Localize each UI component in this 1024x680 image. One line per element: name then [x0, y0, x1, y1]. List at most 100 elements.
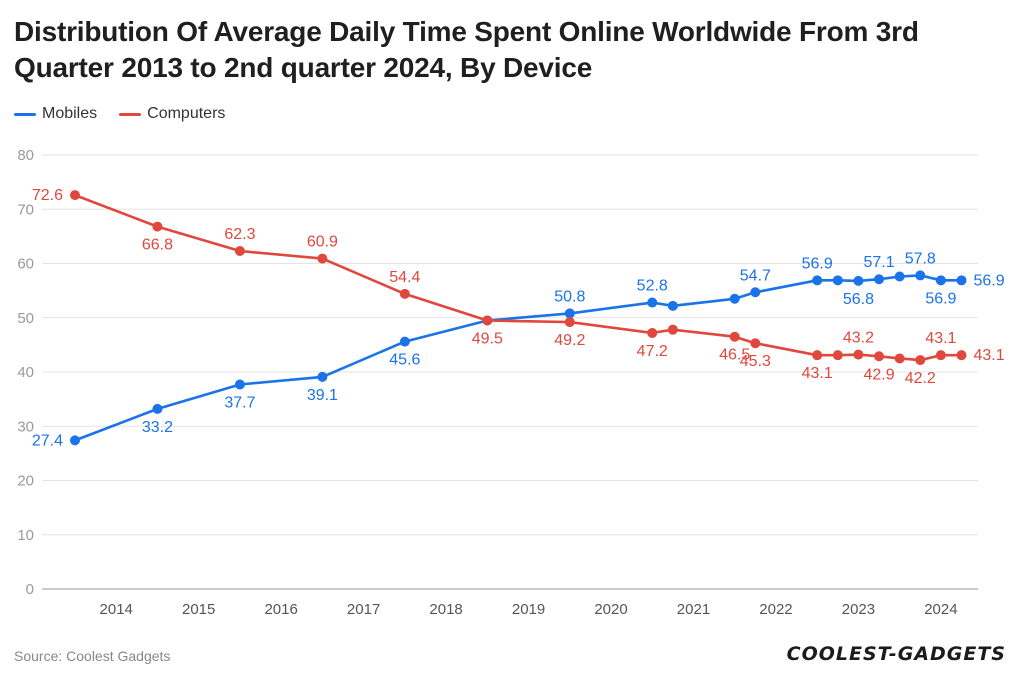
data-point-mobiles — [956, 275, 967, 286]
data-label-computers: 66.8 — [142, 237, 173, 254]
data-label-computers: 72.6 — [32, 187, 63, 204]
data-point-computers — [647, 327, 658, 338]
y-tick-label: 30 — [17, 418, 34, 435]
data-point-mobiles — [935, 275, 946, 286]
legend-item-mobiles[interactable]: Mobiles — [14, 105, 97, 123]
source-note: Source: Coolest Gadgets — [14, 648, 171, 664]
x-tick-label: 2024 — [924, 601, 957, 618]
data-point-mobiles — [152, 403, 163, 414]
x-tick-label: 2019 — [512, 601, 545, 618]
y-tick-label: 10 — [17, 527, 34, 544]
legend-swatch-mobiles — [14, 112, 36, 116]
data-label-computers: 47.2 — [637, 343, 668, 360]
legend-item-computers[interactable]: Computers — [119, 105, 225, 123]
data-label-computers: 49.2 — [554, 332, 585, 349]
data-label-mobiles: 52.8 — [637, 278, 668, 295]
data-label-mobiles: 56.9 — [802, 255, 833, 272]
data-point-computers — [234, 246, 245, 257]
data-label-computers: 54.4 — [389, 269, 420, 286]
data-label-mobiles: 39.1 — [307, 387, 338, 404]
y-tick-label: 0 — [26, 581, 34, 598]
y-tick-label: 40 — [17, 364, 34, 381]
legend-swatch-computers — [119, 112, 142, 116]
data-point-mobiles — [729, 293, 740, 304]
data-point-computers — [915, 355, 926, 366]
data-label-computers: 60.9 — [307, 234, 338, 251]
data-label-mobiles: 37.7 — [224, 394, 255, 411]
data-point-mobiles — [647, 297, 658, 308]
y-tick-label: 80 — [17, 147, 34, 164]
x-tick-label: 2016 — [264, 601, 297, 618]
data-point-mobiles — [750, 287, 761, 298]
series-line-mobiles — [73, 274, 963, 442]
data-point-mobiles — [894, 271, 905, 282]
data-point-mobiles — [812, 275, 823, 286]
data-point-computers — [956, 350, 967, 361]
data-label-mobiles: 54.7 — [740, 267, 771, 284]
y-tick-label: 20 — [17, 473, 34, 490]
data-label-computers: 49.5 — [472, 330, 503, 347]
series-line-computers — [73, 193, 963, 362]
data-point-computers — [667, 324, 678, 335]
data-point-computers — [894, 353, 905, 364]
data-point-computers — [69, 190, 80, 201]
chart-legend: Mobiles Computers — [14, 105, 225, 123]
data-point-mobiles — [234, 379, 245, 390]
data-label-mobiles: 45.6 — [389, 352, 420, 369]
data-label-computers: 43.1 — [802, 365, 833, 382]
data-label-mobiles: 50.8 — [554, 288, 585, 305]
data-point-mobiles — [69, 435, 80, 446]
data-point-mobiles — [874, 274, 885, 285]
y-tick-label: 60 — [17, 256, 34, 273]
y-tick-label: 50 — [17, 310, 34, 327]
chart-title: Distribution Of Average Daily Time Spent… — [14, 16, 919, 83]
data-label-mobiles: 27.4 — [32, 432, 63, 449]
x-tick-label: 2017 — [347, 601, 380, 618]
data-point-computers — [750, 338, 761, 349]
brand-logo: COOLEST-GADGETS — [786, 643, 1006, 665]
data-point-mobiles — [832, 275, 843, 286]
legend-label-mobiles: Mobiles — [42, 105, 98, 122]
data-point-computers — [832, 350, 843, 361]
data-label-mobiles: 33.2 — [142, 419, 173, 436]
x-tick-label: 2023 — [842, 601, 875, 618]
data-point-computers — [812, 350, 823, 361]
data-point-mobiles — [317, 371, 328, 382]
data-point-computers — [874, 351, 885, 362]
data-point-mobiles — [399, 336, 410, 347]
data-label-mobiles: 56.9 — [974, 272, 1005, 289]
x-tick-label: 2018 — [429, 601, 462, 618]
data-label-computers: 43.1 — [974, 347, 1005, 364]
data-label-computers: 42.9 — [863, 366, 894, 383]
x-tick-label: 2014 — [100, 601, 133, 618]
y-tick-label: 70 — [17, 201, 34, 218]
data-label-mobiles: 56.8 — [843, 291, 874, 308]
legend-label-computers: Computers — [147, 105, 226, 122]
data-point-computers — [482, 315, 493, 326]
data-point-computers — [729, 331, 740, 342]
x-tick-label: 2015 — [182, 601, 215, 618]
x-tick-label: 2020 — [594, 601, 627, 618]
data-label-computers: 45.3 — [740, 353, 771, 370]
data-point-mobiles — [564, 308, 575, 319]
data-label-computers: 43.1 — [925, 330, 956, 347]
data-label-mobiles: 57.8 — [905, 250, 936, 267]
data-label-computers: 46.5 — [719, 347, 750, 364]
data-point-computers — [152, 221, 163, 232]
data-point-mobiles — [915, 270, 926, 281]
data-label-computers: 62.3 — [224, 226, 255, 243]
data-point-mobiles — [853, 275, 864, 286]
data-label-mobiles: 56.9 — [925, 290, 956, 307]
x-tick-label: 2022 — [759, 601, 792, 618]
data-point-computers — [935, 350, 946, 361]
data-point-computers — [564, 317, 575, 328]
data-point-computers — [317, 253, 328, 264]
data-label-mobiles: 57.1 — [863, 254, 894, 271]
data-label-computers: 42.2 — [905, 370, 936, 387]
data-point-computers — [399, 288, 410, 299]
data-label-computers: 43.2 — [843, 330, 874, 347]
data-point-computers — [853, 349, 864, 360]
data-point-mobiles — [667, 300, 678, 311]
x-tick-label: 2021 — [677, 601, 710, 618]
